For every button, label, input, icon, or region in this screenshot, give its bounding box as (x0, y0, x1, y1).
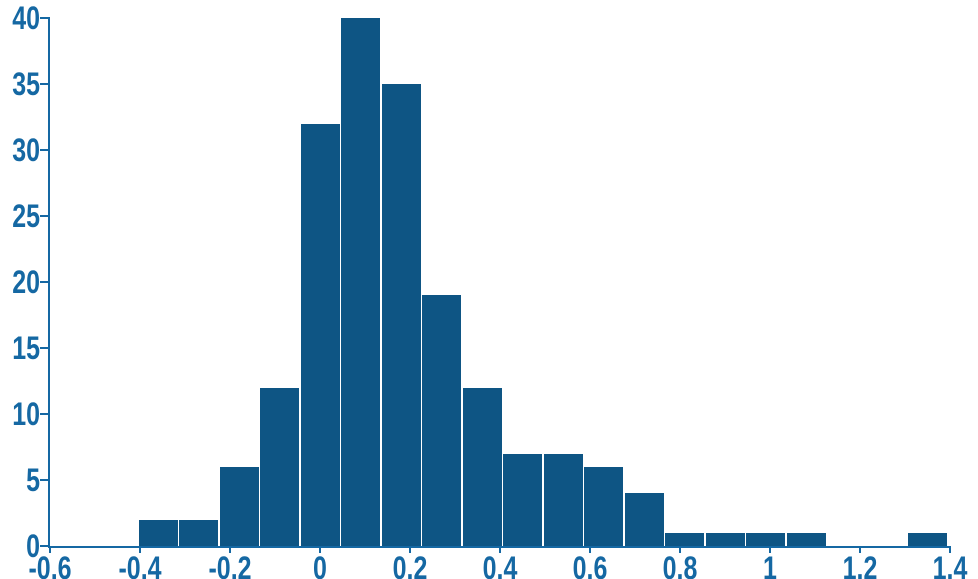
histogram-bar (381, 84, 421, 546)
y-tick-mark (40, 479, 48, 481)
y-tick-mark (40, 347, 48, 349)
histogram-bar (786, 532, 826, 546)
x-tick-label: -0.4 (118, 550, 162, 579)
histogram-bar (908, 532, 947, 546)
histogram-bar (503, 453, 542, 546)
x-tick-mark (679, 546, 681, 553)
y-tick-mark (40, 215, 48, 217)
x-tick-label: 1.2 (842, 550, 878, 579)
histogram-bar (138, 519, 178, 546)
histogram-bar (543, 453, 583, 546)
x-tick-label: -0.2 (208, 550, 252, 579)
histogram-bar (422, 295, 461, 546)
x-tick-label: 1 (763, 550, 777, 579)
histogram-bar (624, 493, 664, 546)
x-tick-mark (859, 546, 861, 553)
y-tick-label: 40 (12, 0, 40, 36)
x-tick-mark (769, 546, 771, 553)
x-tick-label: 0.4 (482, 550, 518, 579)
histogram-bar (341, 18, 380, 546)
x-tick-mark (409, 546, 411, 553)
y-tick-mark (40, 149, 48, 151)
x-tick-mark (319, 546, 321, 553)
x-tick-label: 0.8 (662, 550, 698, 579)
x-tick-mark (229, 546, 231, 553)
x-tick-mark (949, 546, 951, 553)
y-tick-mark (40, 413, 48, 415)
y-tick-mark (40, 83, 48, 85)
histogram-bar (584, 466, 623, 546)
histogram-bar (219, 466, 259, 546)
x-tick-mark (589, 546, 591, 553)
x-tick-mark (49, 546, 51, 553)
y-tick-label: 20 (12, 264, 40, 300)
y-tick-label: 15 (12, 330, 40, 366)
histogram-bar (179, 519, 218, 546)
x-tick-label: 0.2 (392, 550, 428, 579)
x-tick-label: 1.4 (932, 550, 968, 579)
y-tick-label: 35 (12, 66, 40, 102)
histogram-bar (665, 532, 704, 546)
y-tick-label: 25 (12, 198, 40, 234)
histogram-bar (746, 532, 785, 546)
x-tick-label: 0.6 (572, 550, 608, 579)
x-tick-label: -0.6 (28, 550, 72, 579)
histogram-bar (705, 532, 745, 546)
y-tick-mark (40, 545, 48, 547)
y-tick-mark (40, 17, 48, 19)
y-tick-label: 10 (12, 396, 40, 432)
y-axis-line (48, 17, 50, 548)
histogram-bar (260, 387, 299, 546)
y-tick-mark (40, 281, 48, 283)
y-tick-label: 0 (26, 528, 40, 564)
histogram-bar (300, 123, 340, 546)
histogram-bar (462, 387, 502, 546)
x-tick-label: 0 (313, 550, 327, 579)
x-tick-mark (499, 546, 501, 553)
y-tick-label: 30 (12, 132, 40, 168)
x-tick-mark (139, 546, 141, 553)
y-tick-label: 5 (26, 462, 40, 498)
